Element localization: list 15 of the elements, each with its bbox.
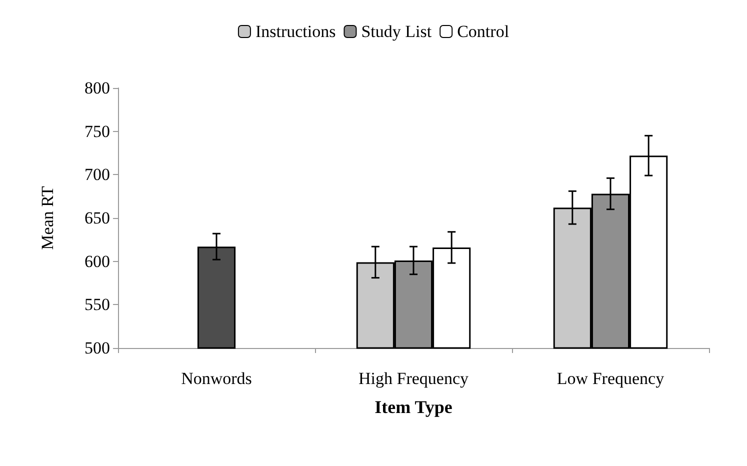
y-tick-label: 650: [84, 208, 110, 228]
legend-label: Study List: [361, 22, 432, 41]
legend-label: Control: [457, 22, 510, 41]
x-tick-label: Low Frequency: [556, 369, 665, 388]
y-axis-title: Mean RT: [38, 186, 57, 250]
y-tick-label: 750: [84, 122, 110, 141]
x-tick-label: High Frequency: [358, 369, 469, 388]
y-tick-label: 550: [84, 295, 110, 314]
y-tick-label: 700: [84, 165, 110, 184]
x-axis-title: Item Type: [374, 397, 452, 417]
y-tick-label: 500: [84, 338, 110, 358]
x-tick-label: Nonwords: [181, 369, 252, 388]
y-tick-label: 800: [84, 78, 110, 98]
legend-label: Instructions: [255, 22, 336, 41]
y-tick-label: 600: [84, 252, 110, 271]
